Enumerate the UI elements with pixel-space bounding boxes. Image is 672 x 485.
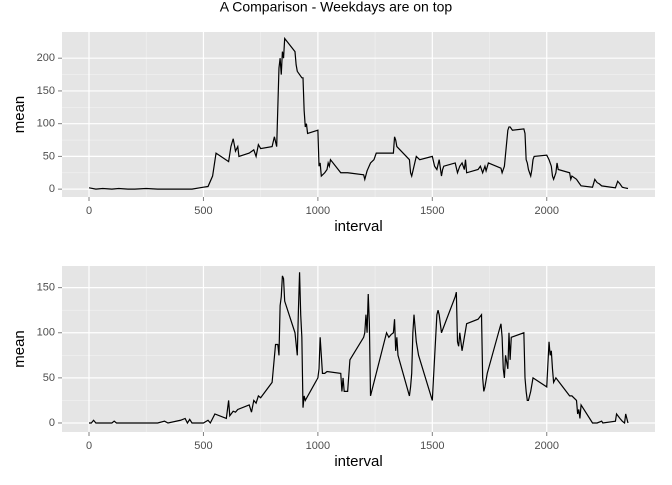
- y-tick-label: 100: [37, 118, 55, 130]
- y-tick-label: 50: [43, 372, 55, 384]
- y-tick-label: 0: [49, 183, 55, 195]
- x-tick-label: 1000: [306, 440, 330, 452]
- x-axis-label: interval: [334, 453, 382, 470]
- y-tick-label: 100: [37, 327, 55, 339]
- x-tick-label: 1000: [306, 205, 330, 217]
- y-axis-label: mean: [11, 96, 28, 134]
- x-axis-label: interval: [334, 218, 382, 235]
- x-tick-label: 0: [86, 205, 92, 217]
- x-tick-label: 1500: [420, 205, 444, 217]
- x-tick-label: 500: [194, 205, 212, 217]
- x-tick-label: 0: [86, 440, 92, 452]
- x-tick-label: 2000: [535, 440, 559, 452]
- y-tick-label: 150: [37, 85, 55, 97]
- panel-background: [62, 266, 655, 432]
- y-tick-label: 200: [37, 52, 55, 64]
- x-tick-label: 1500: [420, 440, 444, 452]
- y-tick-label: 50: [43, 150, 55, 162]
- y-tick-label: 0: [49, 417, 55, 429]
- y-tick-label: 150: [37, 282, 55, 294]
- x-tick-label: 500: [194, 440, 212, 452]
- data-line: [89, 272, 629, 425]
- x-tick-label: 2000: [535, 205, 559, 217]
- data-line: [88, 36, 629, 190]
- chart-title: A Comparison - Weekdays are on top: [220, 0, 453, 15]
- y-axis-label: mean: [11, 330, 28, 368]
